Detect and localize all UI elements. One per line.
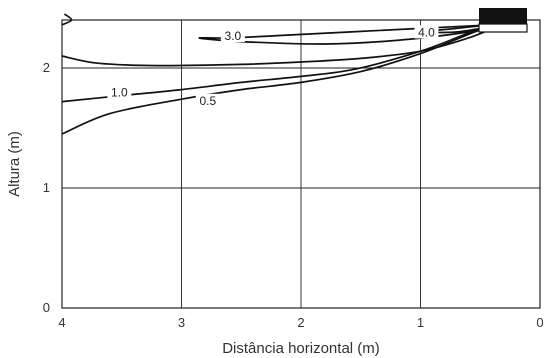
y-tick-label: 1	[43, 180, 50, 195]
contour-label-bg	[195, 93, 220, 107]
x-tick-label: 4	[58, 315, 65, 330]
x-axis-title: Distância horizontal (m)	[222, 340, 380, 357]
x-tick-label: 2	[297, 315, 304, 330]
x-tick-label: 3	[178, 315, 185, 330]
contour-label: 0.5	[199, 94, 216, 108]
contour-label-bg	[414, 25, 439, 39]
x-tick-label: 0	[536, 315, 543, 330]
contour-line	[61, 27, 493, 67]
y-tick-label: 2	[43, 60, 50, 75]
y-tick-label: 0	[43, 300, 50, 315]
x-tick-labels: 4 3 2 1 0	[58, 315, 543, 330]
x-tick-label: 1	[417, 315, 424, 330]
y-tick-labels: 0 1 2	[43, 60, 50, 315]
ceiling-device-icon	[478, 8, 528, 33]
contour-line	[61, 13, 73, 26]
contour-lines	[61, 13, 495, 135]
grid	[61, 19, 541, 309]
contour-line	[198, 23, 493, 45]
contour-label-bg	[220, 29, 245, 42]
contour-label: 3.0	[225, 29, 242, 43]
device-vent	[478, 23, 528, 33]
contour-line	[61, 23, 495, 103]
contour-label: 1.0	[111, 85, 128, 99]
contour-line	[61, 24, 495, 135]
contour-labels: 0.5 1.0 3.0 4.0	[107, 25, 439, 108]
y-axis-title: Altura (m)	[6, 131, 23, 197]
contour-label: 4.0	[418, 25, 435, 39]
contour-label-bg	[107, 85, 132, 99]
device-body	[479, 8, 527, 24]
